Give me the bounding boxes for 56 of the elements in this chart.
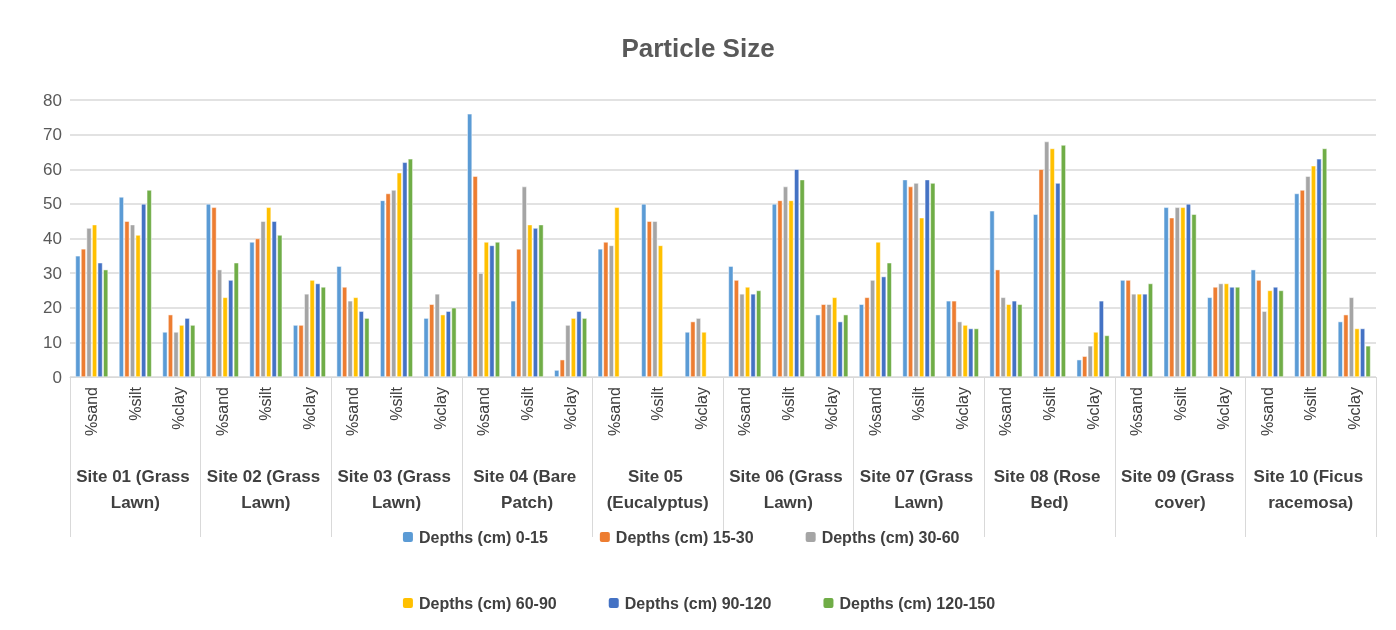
x-tick-label: %silt — [779, 386, 797, 421]
x-tick-label: %clay — [823, 387, 841, 430]
text: Site 08 (Rose Bed) — [993, 466, 1106, 512]
text: Site 09 (Grass cover) — [1121, 466, 1240, 512]
x-tick-label: %silt — [126, 386, 144, 421]
x-tick-label: %sand — [866, 387, 884, 436]
x-tick-label: %sand — [1258, 387, 1276, 436]
x-tick-label: %sand — [83, 387, 101, 436]
y-tick-label: 50 — [43, 194, 62, 214]
chart-title: Particle Size — [621, 33, 775, 63]
x-tick-label: %silt — [910, 386, 928, 421]
x-tick-label: %silt — [649, 386, 667, 421]
y-tick-label: 70 — [43, 125, 62, 145]
x-tick-label: %sand — [1128, 387, 1146, 436]
x-tick-label: %sand — [475, 387, 493, 436]
text: Site 02 (Grass Lawn) — [206, 466, 325, 512]
x-tick-label: %silt — [1041, 386, 1058, 421]
text: Site 01 (Grass Lawn) — [76, 466, 195, 512]
legend-label: Depths (cm) 0-15 — [418, 528, 548, 546]
x-tick-label: %sand — [736, 387, 754, 436]
y-tick-label: 60 — [43, 159, 62, 179]
legend-label: Depths (cm) 90-120 — [624, 594, 772, 612]
x-tick-label: %clay — [300, 387, 318, 430]
legend-label: Depths (cm) 60-90 — [418, 594, 557, 612]
x-tick-label: %clay — [1215, 387, 1233, 430]
text: Site 05 (Eucalyptus) — [606, 466, 709, 512]
x-tick-label: %sand — [605, 387, 623, 436]
y-tick-label: 30 — [43, 263, 62, 283]
x-tick-label: %clay — [1345, 387, 1363, 430]
text: Site 04 (Bare Patch) — [473, 466, 581, 512]
x-tick-label: %silt — [1302, 386, 1320, 421]
y-tick-label: 80 — [43, 90, 62, 110]
y-tick-label: 40 — [43, 229, 62, 248]
x-tick-label: %sand — [344, 387, 362, 436]
x-tick-label: %silt — [518, 386, 536, 421]
x-tick-label: %clay — [431, 387, 449, 430]
x-tick-label: %silt — [257, 386, 275, 421]
x-tick-label: %clay — [562, 387, 580, 430]
x-tick-label: %silt — [388, 386, 405, 421]
legend-label: Depths (cm) 30-60 — [821, 528, 960, 546]
y-tick-label: 10 — [43, 332, 62, 352]
x-tick-label: %sand — [213, 387, 231, 436]
x-tick-label: %clay — [170, 387, 188, 430]
text: Site 07 (Grass Lawn) — [859, 466, 978, 512]
y-tick-label: 0 — [52, 367, 62, 387]
x-tick-label: %clay — [692, 387, 710, 430]
legend-label: Depths (cm) 120-150 — [839, 594, 996, 612]
x-tick-label: %clay — [1084, 387, 1102, 430]
x-tick-label: %silt — [1171, 386, 1189, 421]
y-tick-label: 20 — [43, 298, 62, 318]
legend-label: Depths (cm) 15-30 — [615, 528, 754, 546]
text: Site 03 (Grass Lawn) — [337, 466, 456, 512]
x-tick-label: %clay — [953, 387, 971, 430]
text: Site 06 (Grass Lawn) — [729, 466, 848, 512]
text: Site 10 (Ficus racemosa) — [1253, 466, 1368, 512]
x-tick-label: %sand — [997, 387, 1015, 436]
